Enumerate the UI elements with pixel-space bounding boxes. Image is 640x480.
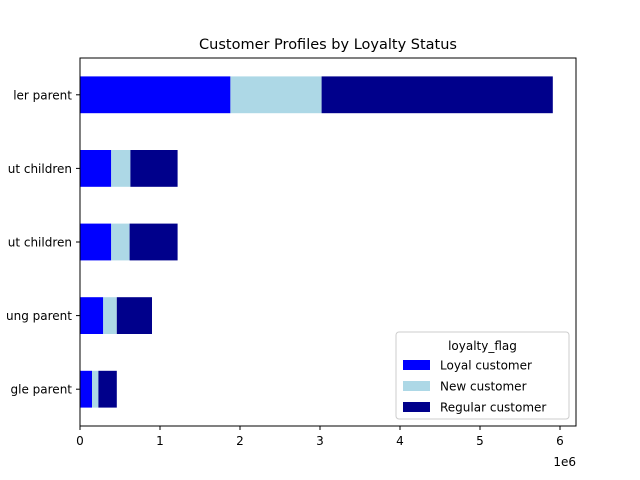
y-axis: ler parent ut children ut children ung pare… — [6, 88, 80, 397]
x-tick-label: 1 — [156, 434, 164, 448]
legend-label: New customer — [440, 380, 527, 394]
x-tick-label: 4 — [396, 434, 404, 448]
bar-regular-customer-3 — [116, 297, 152, 334]
x-tick-label: 6 — [556, 434, 564, 448]
x-scale-label: 1e6 — [553, 455, 576, 469]
legend: loyalty_flag Loyal customer New customer Re… — [395, 331, 570, 420]
bar-new-customer-4 — [92, 370, 99, 408]
bar-new-customer-0 — [230, 76, 322, 114]
bar-new-customer-2 — [111, 223, 130, 261]
x-tick-label: 5 — [476, 434, 484, 448]
bar-loyal-customer-3 — [80, 297, 104, 334]
bar-new-customer-3 — [103, 297, 117, 334]
legend-box — [395, 331, 570, 420]
y-tick-label: ut children — [8, 236, 72, 250]
legend-swatch-regular-customer — [403, 402, 430, 412]
bar-regular-customer-4 — [98, 370, 117, 408]
bar-loyal-customer-4 — [80, 370, 92, 408]
bar-new-customer-1 — [111, 150, 131, 187]
legend-swatch-loyal-customer — [403, 360, 430, 370]
legend-label: Loyal customer — [440, 359, 532, 373]
bar-loyal-customer-1 — [80, 150, 112, 187]
y-tick-label: ut children — [8, 162, 72, 176]
y-tick-label: ler parent — [13, 88, 72, 102]
y-tick-label: gle parent — [11, 383, 73, 397]
bar-loyal-customer-2 — [80, 223, 112, 261]
legend-title: loyalty_flag — [448, 339, 517, 353]
x-axis: 0 1 2 3 4 5 6 — [76, 426, 564, 448]
x-tick-label: 2 — [236, 434, 244, 448]
y-tick-label: ung parent — [6, 309, 72, 323]
chart-title: Customer Profiles by Loyalty Status — [199, 37, 457, 53]
x-tick-label: 3 — [316, 434, 324, 448]
bars-layer — [80, 76, 553, 408]
bar-regular-customer-2 — [129, 223, 178, 261]
x-tick-label: 0 — [76, 434, 84, 448]
bar-regular-customer-0 — [321, 76, 553, 114]
bar-regular-customer-1 — [130, 150, 178, 187]
legend-swatch-new-customer — [403, 381, 430, 391]
bar-loyal-customer-0 — [80, 76, 231, 114]
legend-label: Regular customer — [440, 401, 546, 415]
